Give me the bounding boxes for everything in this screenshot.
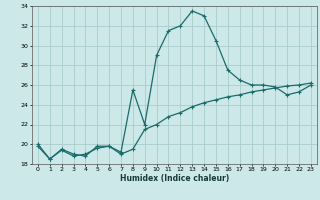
X-axis label: Humidex (Indice chaleur): Humidex (Indice chaleur) <box>120 174 229 183</box>
